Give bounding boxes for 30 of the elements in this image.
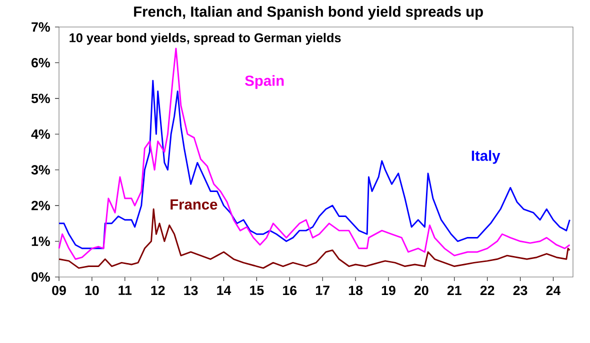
x-tick-label: 24 <box>546 286 561 296</box>
y-tick-label: 6% <box>32 58 50 68</box>
x-tick-label: 15 <box>250 286 264 295</box>
x-tick-label: 11 <box>118 286 132 295</box>
y-tick-label: 7% <box>32 22 50 32</box>
chart-subtitle: 10 year bond yields, spread to German yields <box>70 32 341 45</box>
x-tick-label: 18 <box>348 286 363 296</box>
x-tick-label: 10 <box>85 286 99 296</box>
y-tick-label: 0% <box>32 272 50 282</box>
y-tick-label: 2% <box>31 200 50 210</box>
y-tick-label: 5% <box>31 94 50 104</box>
series-label: Italy <box>472 150 500 164</box>
y-tick-label: 4% <box>31 129 50 139</box>
x-tick-label: 12 <box>151 286 165 296</box>
x-tick-label: 09 <box>52 286 66 296</box>
x-tick-label: 16 <box>283 286 297 296</box>
x-tick-label: 19 <box>382 286 396 296</box>
x-tick-label: 21 <box>447 286 462 296</box>
text: Spain <box>245 75 284 89</box>
series-label: France <box>170 199 218 210</box>
x-tick-label: 20 <box>414 286 428 296</box>
x-tick-label: 23 <box>513 286 528 296</box>
y-tick-label: 1% <box>32 236 50 246</box>
x-tick-label: 13 <box>184 286 198 296</box>
x-tick-label: 17 <box>316 286 330 295</box>
chart-title: French, Italian and Spanish bond yield spreads up <box>134 6 483 20</box>
x-tick-label: 14 <box>217 286 232 295</box>
line-series <box>58 48 570 260</box>
y-tick-label: 3% <box>31 165 50 175</box>
x-tick-label: 22 <box>480 286 494 296</box>
